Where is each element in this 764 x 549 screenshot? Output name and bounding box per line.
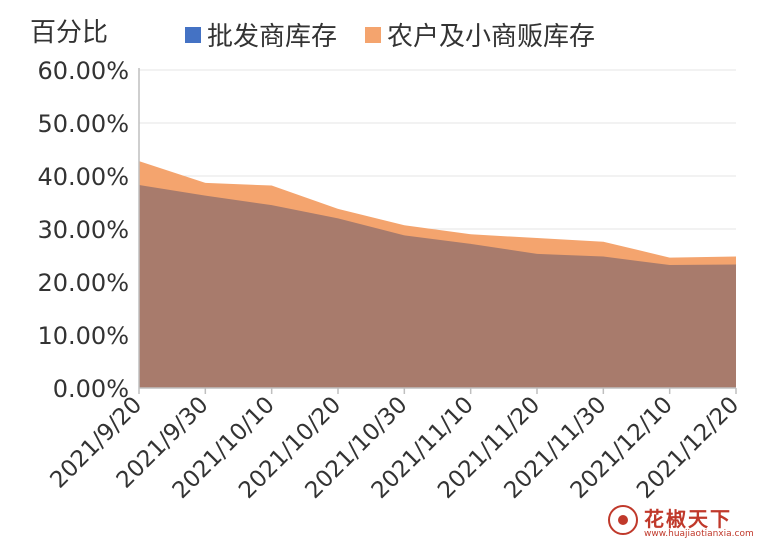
- y-tick-label: 30.00%: [37, 216, 129, 244]
- legend-item-series-b: 农户及小商贩库存: [365, 16, 595, 53]
- y-tick-label: 0.00%: [53, 375, 129, 403]
- y-axis-unit-label: 百分比: [30, 18, 109, 48]
- y-tick-label: 50.00%: [37, 110, 129, 138]
- y-tick-label: 20.00%: [37, 269, 129, 297]
- watermark: 花椒天下 www.huajiaotianxia.com: [606, 501, 756, 545]
- legend-swatch-series-b: [365, 26, 382, 43]
- y-tick-label: 10.00%: [37, 322, 129, 350]
- legend-label-series-a: 批发商库存: [207, 22, 338, 52]
- area-series-a: [139, 185, 736, 388]
- watermark-url: www.huajiaotianxia.com: [644, 529, 754, 539]
- legend: 批发商库存 农户及小商贩库存: [185, 16, 623, 53]
- y-tick-label: 40.00%: [37, 163, 129, 191]
- legend-label-series-b: 农户及小商贩库存: [387, 22, 596, 52]
- y-tick-label: 60.00%: [37, 57, 129, 85]
- legend-swatch-series-a: [185, 26, 201, 43]
- watermark-logo-icon: [608, 505, 638, 535]
- watermark-name: 花椒天下: [644, 507, 732, 531]
- legend-item-series-a: 批发商库存: [185, 16, 337, 53]
